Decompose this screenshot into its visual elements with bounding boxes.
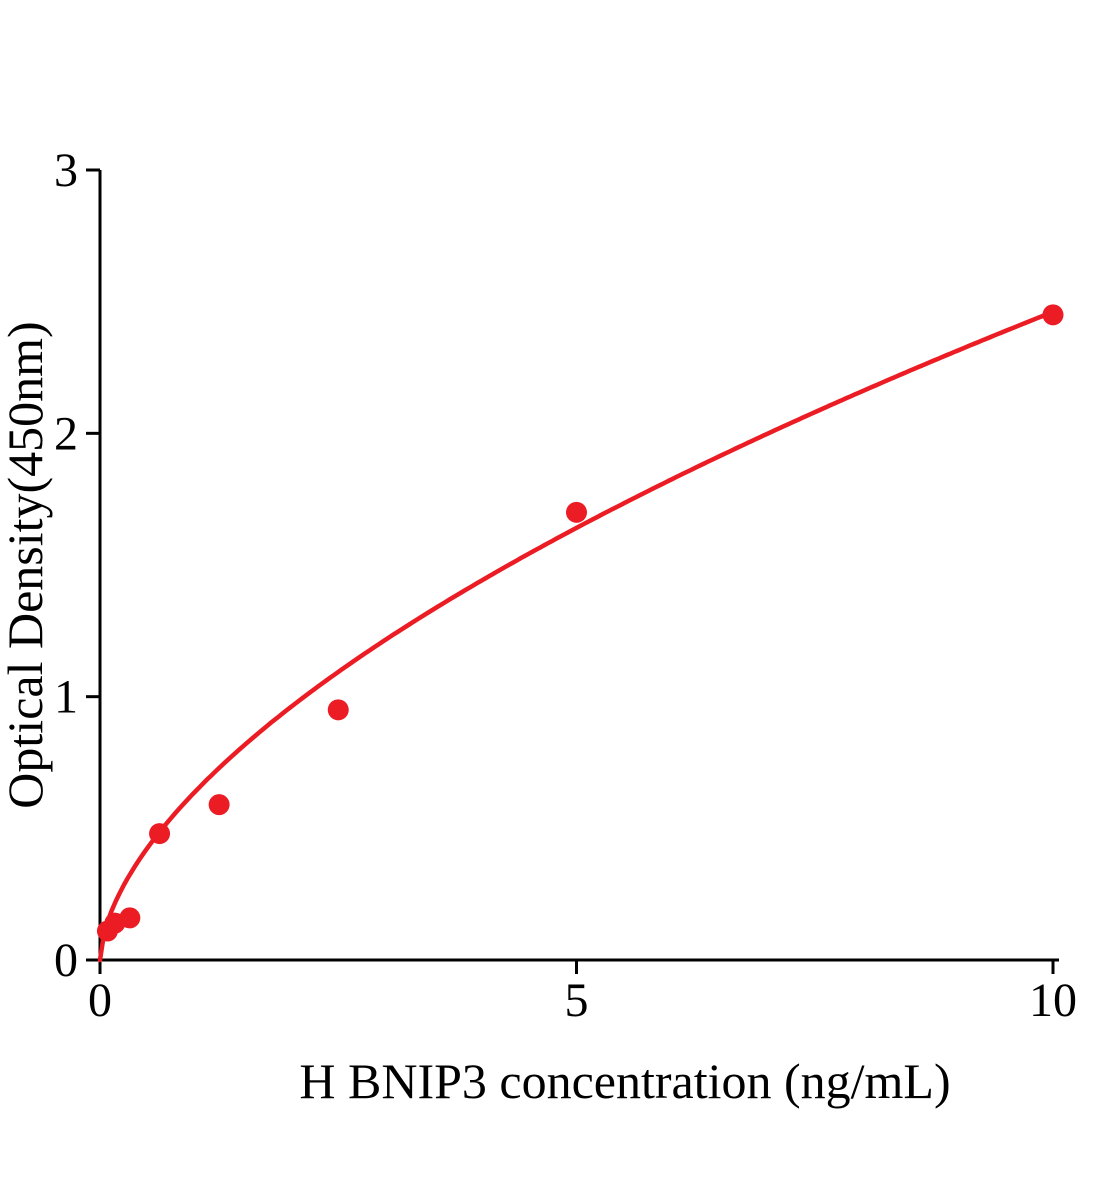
data-point bbox=[566, 501, 587, 523]
x-tick-label: 0 bbox=[88, 974, 112, 1027]
y-tick-label: 0 bbox=[54, 934, 78, 987]
x-tick-label: 5 bbox=[565, 974, 589, 1027]
x-axis-title: H BNIP3 concentration (ng/mL) bbox=[299, 1053, 950, 1109]
data-point bbox=[149, 823, 171, 845]
y-tick-label: 3 bbox=[54, 144, 78, 197]
x-tick-label: 10 bbox=[1029, 974, 1077, 1027]
fit-curve bbox=[97, 309, 1056, 963]
data-point bbox=[208, 794, 230, 816]
y-tick-label: 1 bbox=[54, 671, 78, 724]
data-point bbox=[327, 699, 349, 721]
y-axis-title: Optical Density(450nm) bbox=[0, 321, 53, 808]
y-tick-label: 2 bbox=[54, 407, 78, 460]
data-point bbox=[1042, 304, 1064, 326]
data-point bbox=[119, 907, 141, 929]
